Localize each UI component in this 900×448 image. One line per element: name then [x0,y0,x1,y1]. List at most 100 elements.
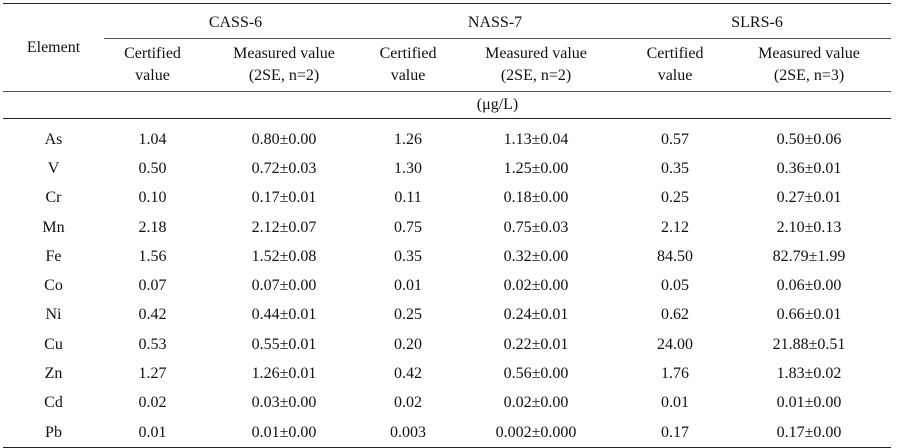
slrs6-measured-cell: 1.83±0.02 [776,365,842,383]
cass6-certified-cell: 1.27 [138,365,167,383]
slrs6-certified-cell: 0.57 [661,130,690,148]
slrs6-certified-cell: 0.05 [661,277,690,295]
nass7-certified-cell: 0.35 [394,247,423,265]
subheader-certified: Certified value [104,38,201,92]
cass6-certified-cell: 1.04 [138,130,167,148]
nass7-certified-cell: 0.25 [394,306,423,324]
table-row: Pb 0.01 0.01±0.00 0.003 0.002±0.000 0.17 0.17±… [3,417,892,448]
element-header: Element [3,3,104,92]
element-cell: Zn [44,365,63,383]
subheader-line: value [390,67,426,84]
cass6-certified-cell: 2.18 [138,218,167,236]
slrs6-measured-cell: 0.01±0.00 [776,394,842,412]
slrs6-certified-cell: 24.00 [657,335,694,353]
group-header-cass6: CASS-6 [104,3,368,39]
cass6-certified-cell: 0.42 [138,306,167,324]
element-cell: Co [44,277,63,295]
cass6-measured-cell: 0.72±0.03 [251,159,317,177]
subheader-certified: Certified value [623,38,728,92]
group-header-slrs6: SLRS-6 [623,3,892,39]
cass6-measured-cell: 0.07±0.00 [251,277,317,295]
group-label: NASS-7 [467,14,523,31]
subheader-line: Measured value [758,45,860,62]
cass6-certified-cell: 1.56 [138,247,167,265]
group-label: SLRS-6 [731,14,783,31]
element-cell: As [44,130,63,148]
table-row: Cr 0.10 0.17±0.01 0.11 0.18±0.00 0.25 0.27±0.0… [3,184,891,213]
cass6-measured-cell: 0.44±0.01 [251,306,317,324]
table-row: V 0.50 0.72±0.03 1.30 1.25±0.00 0.35 0.36±0.01 [3,154,891,183]
nass7-measured-cell: 0.32±0.00 [503,247,569,265]
cass6-certified-cell: 0.10 [138,189,167,207]
subheader-line: Certified [124,45,181,62]
slrs6-measured-cell: 21.88±0.51 [772,335,846,353]
slrs6-measured-cell: 0.66±0.01 [776,306,842,324]
element-cell: Cu [44,335,63,353]
cass6-measured-cell: 2.12±0.07 [251,218,317,236]
slrs6-certified-cell: 0.17 [623,417,728,448]
nass7-certified-cell: 0.42 [394,365,423,383]
cass6-measured-cell: 0.03±0.00 [251,394,317,412]
element-cell: Fe [45,247,62,265]
element-cell: Pb [3,417,104,448]
cass6-certified-cell: 0.02 [138,394,167,412]
cass6-measured-cell: 1.52±0.08 [251,247,317,265]
nass7-measured-cell: 1.13±0.04 [503,130,569,148]
nass7-measured-cell: 0.18±0.00 [503,189,569,207]
nass7-certified-cell: 0.003 [367,417,450,448]
reference-material-table: Element CASS-6 NASS-7 SLRS-6 Certified va… [3,3,892,448]
slrs6-measured-cell: 0.36±0.01 [776,159,842,177]
nass7-certified-cell: 0.11 [394,189,422,207]
nass7-measured-cell: 0.24±0.01 [503,306,569,324]
table-row: Co 0.07 0.07±0.00 0.01 0.02±0.00 0.05 0.06±0.0… [3,271,891,300]
subheader-measured: Measured value (2SE, n=2) [449,38,624,92]
subheader-certified: Certified value [367,38,450,92]
slrs6-measured-cell: 2.10±0.13 [776,218,842,236]
nass7-measured-cell: 0.75±0.03 [503,218,569,236]
nass7-certified-cell: 0.75 [394,218,423,236]
nass7-measured-cell: 0.22±0.01 [503,335,569,353]
table-body: As 1.04 0.80±0.00 1.26 1.13±0.04 0.57 0.50±0.0… [3,125,892,448]
subheader-line: Certified [646,45,704,62]
subheader-measured: Measured value (2SE, n=2) [201,38,368,92]
subheader-line: Measured value [485,45,587,62]
subheader-line: (2SE, n=2) [248,67,320,84]
cass6-certified-cell: 0.50 [138,159,167,177]
element-cell: Ni [45,306,62,324]
slrs6-certified-cell: 0.01 [661,394,690,412]
table-row: Zn 1.27 1.26±0.01 0.42 0.56±0.00 1.76 1.83±0.0… [3,359,891,388]
nass7-certified-cell: 0.01 [394,277,423,295]
element-cell: Cd [44,394,63,412]
element-cell: Mn [42,218,65,236]
slrs6-measured-cell: 82.79±1.99 [772,247,846,265]
group-header-nass7: NASS-7 [367,3,624,39]
nass7-measured-cell: 0.002±0.000 [449,417,624,448]
slrs6-measured-cell: 0.17±0.00 [727,417,892,448]
slrs6-certified-cell: 84.50 [657,247,694,265]
slrs6-certified-cell: 2.12 [661,218,690,236]
element-cell: V [47,159,60,177]
nass7-certified-cell: 1.26 [394,130,423,148]
cass6-measured-cell: 0.01±0.00 [201,417,368,448]
group-label: CASS-6 [208,14,263,31]
subheader-line: Certified [379,45,437,62]
nass7-measured-cell: 1.25±0.00 [503,159,569,177]
nass7-certified-cell: 1.30 [394,159,423,177]
cass6-measured-cell: 0.80±0.00 [251,130,317,148]
subheader-line: (2SE, n=3) [773,67,845,84]
table-row: As 1.04 0.80±0.00 1.26 1.13±0.04 0.57 0.50±0.0… [3,125,891,154]
slrs6-measured-cell: 0.50±0.06 [776,130,842,148]
cass6-certified-cell: 0.53 [138,335,167,353]
slrs6-certified-cell: 1.76 [661,365,690,383]
cass6-certified-cell: 0.01 [104,417,201,448]
slrs6-measured-cell: 0.06±0.00 [776,277,842,295]
cass6-measured-cell: 0.55±0.01 [251,335,317,353]
nass7-certified-cell: 0.20 [394,335,423,353]
table-row: Cd 0.02 0.03±0.00 0.02 0.02±0.00 0.01 0.01±0.0… [3,389,891,418]
table-row: Ni 0.42 0.44±0.01 0.25 0.24±0.01 0.62 0.66±0.0… [3,301,891,330]
unit-label: (μg/L) [104,91,892,119]
table-row: Mn 2.18 2.12±0.07 0.75 0.75±0.03 2.12 2.10±0.1… [3,213,891,242]
table-row: Cu 0.53 0.55±0.01 0.20 0.22±0.01 24.00 21.88±0… [3,330,891,359]
nass7-measured-cell: 0.02±0.00 [503,277,569,295]
